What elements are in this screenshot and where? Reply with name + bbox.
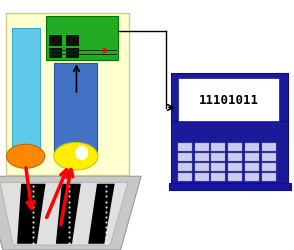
Bar [245, 152, 259, 160]
Polygon shape [0, 176, 141, 250]
Bar [66, 35, 79, 46]
Bar [195, 172, 209, 180]
Bar [262, 152, 276, 160]
Bar [228, 142, 242, 150]
Bar [228, 172, 242, 180]
Bar [245, 142, 259, 150]
Ellipse shape [54, 142, 98, 170]
Bar [178, 78, 279, 121]
Polygon shape [88, 184, 115, 244]
Bar [169, 183, 291, 190]
Polygon shape [17, 184, 46, 244]
Bar [195, 142, 209, 150]
Bar [211, 172, 225, 180]
Bar [228, 152, 242, 160]
Bar [262, 172, 276, 180]
Bar [66, 48, 79, 58]
Bar [178, 142, 192, 150]
Polygon shape [56, 184, 81, 244]
Bar [211, 142, 225, 150]
Bar [178, 162, 192, 170]
Bar [6, 12, 129, 175]
Bar [178, 152, 192, 160]
Ellipse shape [75, 146, 88, 160]
Bar [211, 162, 225, 170]
Text: 11101011: 11101011 [199, 94, 259, 106]
Bar [22, 149, 29, 156]
Bar [171, 121, 288, 183]
Bar [245, 172, 259, 180]
Bar [195, 162, 209, 170]
Bar [262, 162, 276, 170]
Bar [171, 72, 288, 121]
Polygon shape [0, 182, 128, 245]
Bar [12, 28, 40, 158]
Bar [211, 152, 225, 160]
Bar [46, 16, 118, 60]
Bar [54, 62, 97, 154]
Bar [49, 35, 62, 46]
Bar [262, 142, 276, 150]
Bar [49, 48, 62, 58]
Bar [195, 152, 209, 160]
Bar [245, 162, 259, 170]
Bar [228, 162, 242, 170]
Ellipse shape [6, 144, 45, 168]
Bar [178, 172, 192, 180]
